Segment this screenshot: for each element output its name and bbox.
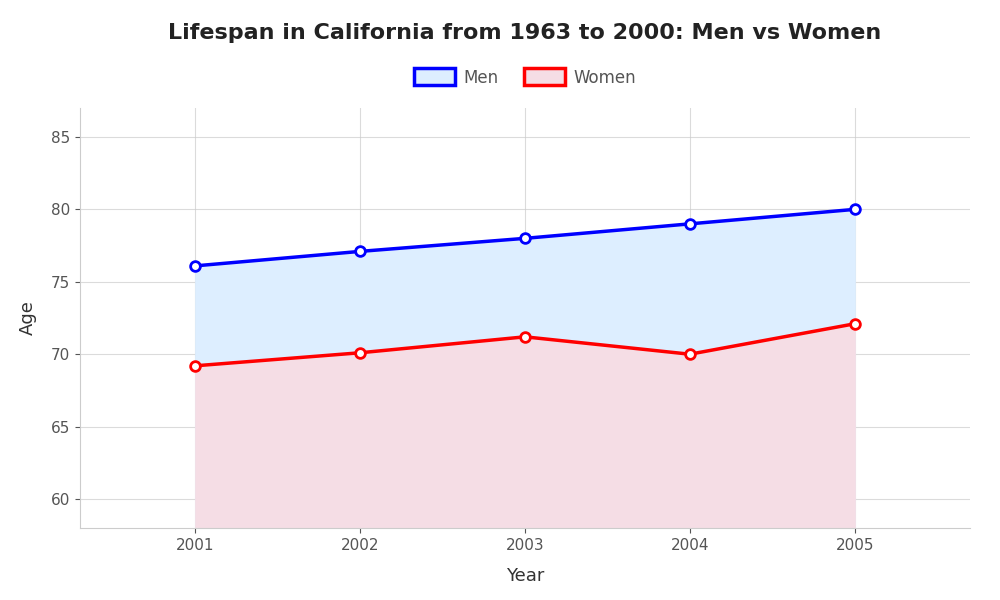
Women xyxy=(519,333,531,340)
Women xyxy=(684,350,696,358)
Women xyxy=(849,320,861,328)
Men xyxy=(519,235,531,242)
Y-axis label: Age: Age xyxy=(19,301,37,335)
Men xyxy=(189,262,201,269)
Women xyxy=(354,349,366,356)
Line: Men: Men xyxy=(191,205,859,271)
Men xyxy=(849,206,861,213)
Men xyxy=(354,248,366,255)
Line: Women: Women xyxy=(191,319,859,371)
Legend: Men, Women: Men, Women xyxy=(407,62,643,93)
X-axis label: Year: Year xyxy=(506,566,544,584)
Women xyxy=(189,362,201,370)
Title: Lifespan in California from 1963 to 2000: Men vs Women: Lifespan in California from 1963 to 2000… xyxy=(168,23,882,43)
Men xyxy=(684,220,696,227)
